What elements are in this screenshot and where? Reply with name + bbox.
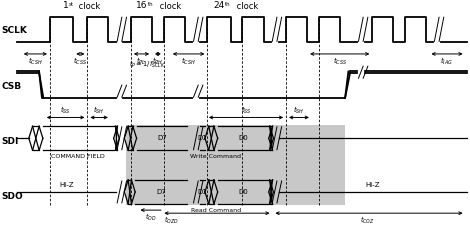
Text: Write Command: Write Command [190,154,241,159]
Text: $t_{SS}$: $t_{SS}$ [60,104,71,116]
Text: SDO: SDO [1,192,24,201]
Text: $t_{OD}$: $t_{OD}$ [145,212,157,223]
Text: D1: D1 [197,189,207,195]
Text: D7: D7 [157,135,167,141]
Text: st: st [69,3,74,8]
Text: $t_{CSH}$: $t_{CSH}$ [181,56,196,67]
Text: $t_{IAG}$: $t_{IAG}$ [440,56,453,67]
Text: $t_{CSS}$: $t_{CSS}$ [73,56,87,67]
Text: D1: D1 [197,135,207,141]
Text: $t_P = 1/f_{SCLK}$: $t_P = 1/f_{SCLK}$ [129,59,166,70]
Text: Hi-Z: Hi-Z [59,182,74,188]
FancyBboxPatch shape [126,125,345,205]
Text: COMMAND FIELD: COMMAND FIELD [51,154,105,159]
Text: Read Command: Read Command [191,208,241,213]
Text: $t_{SH}$: $t_{SH}$ [293,104,305,116]
Text: SDI: SDI [1,137,19,146]
Text: $t_{OZD}$: $t_{OZD}$ [164,215,179,226]
Text: D0: D0 [238,189,248,195]
Text: clock: clock [157,2,181,11]
Text: $t_{SH}$: $t_{SH}$ [94,104,105,116]
Text: SCLK: SCLK [1,26,28,35]
Text: clock: clock [235,2,258,11]
Text: 24: 24 [214,1,225,10]
Text: $t_{CSH}$: $t_{CSH}$ [28,56,43,67]
Text: th: th [148,3,153,8]
Text: 1: 1 [63,1,69,10]
Text: th: th [225,3,231,8]
Text: D0: D0 [238,135,248,141]
Text: 16: 16 [136,1,148,10]
Text: $t_{PH}$: $t_{PH}$ [152,56,164,67]
Text: CSB: CSB [1,82,22,91]
Text: $t_{SS}$: $t_{SS}$ [241,104,251,116]
Text: clock: clock [76,2,100,11]
Text: $t_{COZ}$: $t_{COZ}$ [360,215,375,226]
Text: D7: D7 [157,189,166,195]
Text: $t_{CSS}$: $t_{CSS}$ [333,56,347,67]
Text: $t_{PL}$: $t_{PL}$ [136,56,147,67]
Text: Hi-Z: Hi-Z [366,182,380,188]
